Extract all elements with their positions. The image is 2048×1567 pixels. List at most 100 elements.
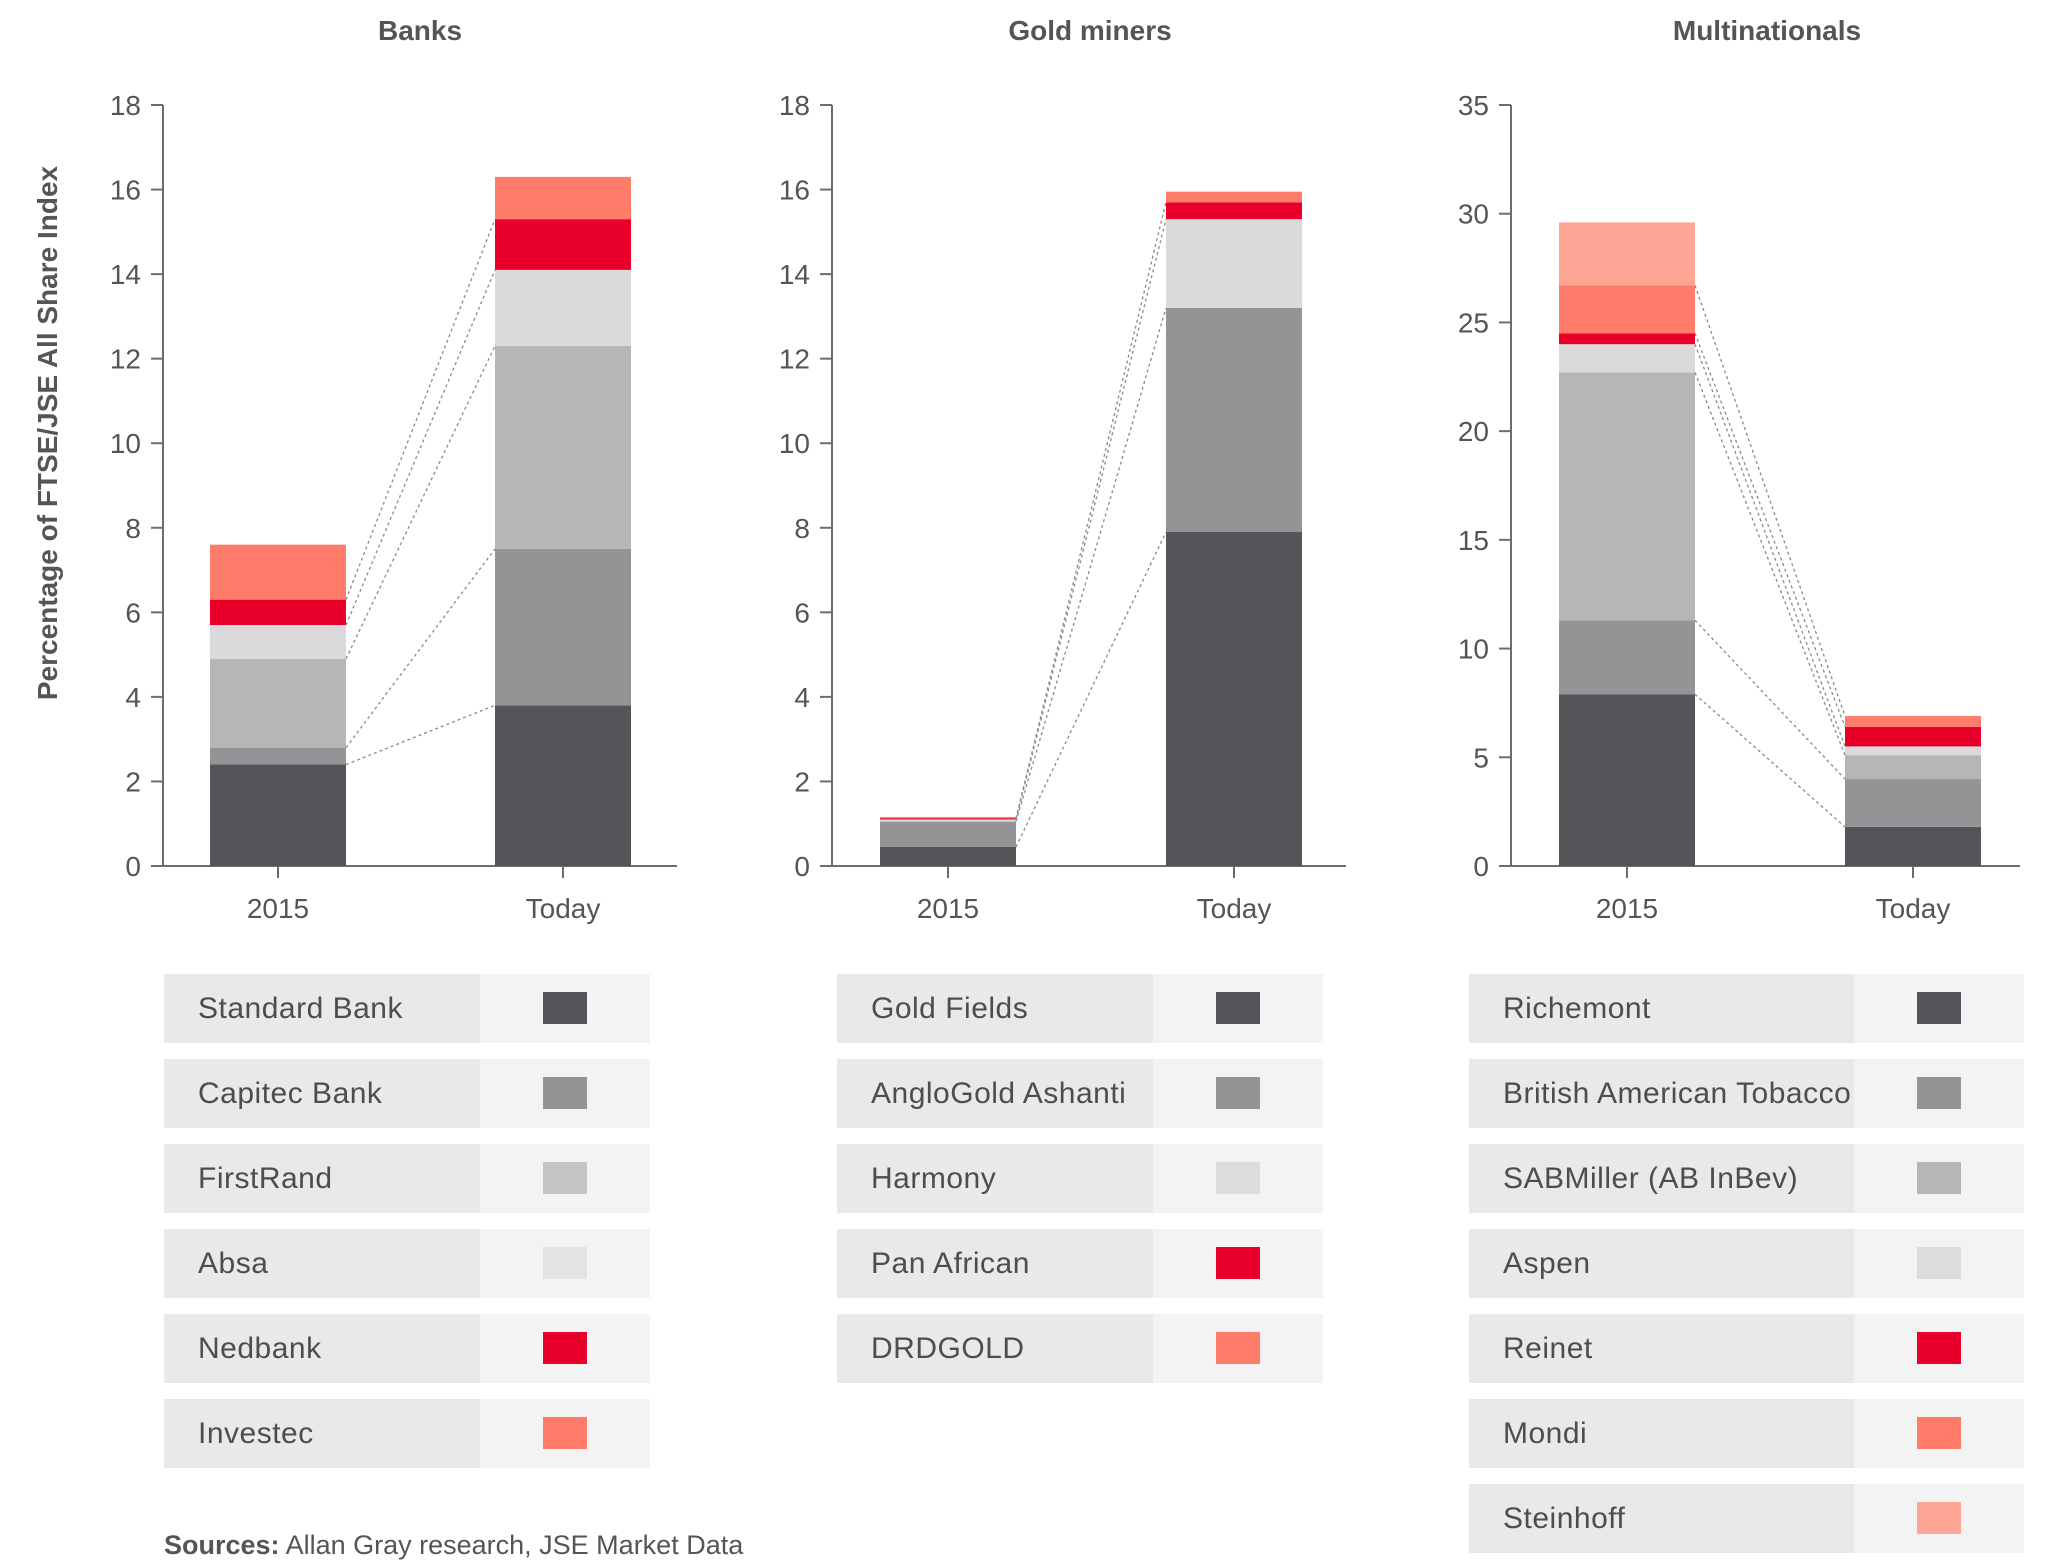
legend-item: Reinet [1469,1314,2024,1383]
legend-swatch-cell [480,1314,650,1383]
bar-segment-gold-miners-gold-fields-2015 [880,846,1016,866]
legend-swatch-cell [480,1144,650,1213]
legend-item: Richemont [1469,974,2024,1043]
legend-swatch [1917,1417,1961,1449]
bar-segment-multinationals-reinet-2015 [1559,333,1695,345]
y-tick-label-banks: 14 [110,259,141,290]
connector-line-multinationals [1694,343,1846,747]
legend-swatch [543,1247,587,1279]
legend-swatch [543,992,587,1024]
chart-title-banks: Banks [378,15,462,46]
y-tick-label-multinationals: 35 [1458,90,1489,121]
y-tick-label-gold-miners: 6 [794,597,810,628]
legend-label: Gold Fields [837,974,1153,1043]
connector-line-banks [345,548,496,749]
bar-segment-banks-capitec-bank-2015 [210,747,346,765]
source-text: Allan Gray research, JSE Market Data [285,1530,744,1560]
bar-segment-gold-miners-drdgold-2015 [880,816,1016,819]
legend-swatch [1216,1077,1260,1109]
legend-item: British American Tobacco [1469,1059,2024,1128]
y-axis-title: Percentage of FTSE/JSE All Share Index [32,165,63,700]
y-tick-label-multinationals: 0 [1473,851,1489,882]
bar-segment-multinationals-reinet-today [1845,726,1981,747]
legend-swatch-cell [1854,1059,2024,1128]
connector-line-gold-miners [1015,307,1167,822]
x-tick-label-banks: 2015 [247,893,309,924]
legend-item: DRDGOLD [837,1314,1323,1383]
legend-item: Aspen [1469,1229,2024,1298]
legend-label: Mondi [1469,1399,1854,1468]
x-tick-label-multinationals: Today [1876,893,1951,924]
legend-swatch-cell [1854,1484,2024,1553]
bar-segment-multinationals-sabmiller-ab-inbev-today [1845,755,1981,780]
charts-canvas: Percentage of FTSE/JSE All Share Index B… [32,15,2020,924]
connector-line-gold-miners [1015,202,1167,819]
legend-swatch-cell [1854,974,2024,1043]
x-tick-label-gold-miners: 2015 [917,893,979,924]
legend-swatch [543,1332,587,1364]
legend-item: Pan African [837,1229,1323,1298]
y-tick-label-banks: 4 [125,682,141,713]
y-tick-label-gold-miners: 16 [779,175,810,206]
legend-swatch-cell [1153,1059,1323,1128]
connector-line-multinationals [1694,372,1846,756]
bar-segment-multinationals-mondi-2015 [1559,285,1695,334]
legend-swatch-cell [1153,1144,1323,1213]
legend-swatch [1917,992,1961,1024]
bar-segment-banks-nedbank-2015 [210,599,346,626]
legend-item: FirstRand [164,1144,650,1213]
legend-swatch [543,1162,587,1194]
y-tick-label-multinationals: 15 [1458,525,1489,556]
bar-segment-gold-miners-pan-african-today [1166,202,1302,220]
y-tick-label-banks: 8 [125,513,141,544]
y-tick-label-banks: 18 [110,90,141,121]
y-tick-label-banks: 2 [125,766,141,797]
legend-swatch-cell [480,1229,650,1298]
y-tick-label-banks: 10 [110,428,141,459]
bar-segment-banks-investec-today [495,176,631,220]
legend-swatch [1917,1332,1961,1364]
legend-label: Nedbank [164,1314,480,1383]
legend-label: Richemont [1469,974,1854,1043]
legend-item: Investec [164,1399,650,1468]
legend-item: Steinhoff [1469,1484,2024,1553]
legend-swatch-cell [1854,1314,2024,1383]
legend-swatch [1216,1162,1260,1194]
bar-segment-banks-capitec-bank-today [495,548,631,706]
y-tick-label-banks: 0 [125,851,141,882]
y-tick-label-gold-miners: 10 [779,428,810,459]
legend-label: Absa [164,1229,480,1298]
legend-swatch [1917,1162,1961,1194]
legend-swatch [543,1077,587,1109]
connector-line-banks [345,704,496,766]
bar-segment-banks-absa-2015 [210,625,346,659]
y-tick-label-multinationals: 10 [1458,634,1489,665]
y-tick-label-banks: 6 [125,597,141,628]
legend-swatch [1216,1332,1260,1364]
chart-title-gold-miners: Gold miners [1008,15,1171,46]
y-tick-label-banks: 16 [110,175,141,206]
legend-swatch-cell [480,1399,650,1468]
legend-swatch-cell [1153,1229,1323,1298]
bar-segment-banks-standard-bank-today [495,705,631,866]
legend-label: Pan African [837,1229,1153,1298]
legend-label: AngloGold Ashanti [837,1059,1153,1128]
legend-label: FirstRand [164,1144,480,1213]
legend-swatch [1917,1502,1961,1534]
connector-line-gold-miners [1015,531,1167,848]
legend-swatch-cell [1854,1399,2024,1468]
connector-line-banks [345,218,496,600]
bar-segment-multinationals-british-american-tobacco-2015 [1559,620,1695,695]
legend-swatch [1216,992,1260,1024]
bar-segment-multinationals-aspen-today [1845,746,1981,756]
connector-line-multinationals [1694,619,1846,780]
source-label: Sources: [164,1530,280,1560]
bar-segment-banks-firstrand-today [495,345,631,549]
legend-swatch-cell [1854,1144,2024,1213]
y-tick-label-gold-miners: 2 [794,766,810,797]
legend-label: SABMiller (AB InBev) [1469,1144,1854,1213]
connector-line-banks [345,345,496,660]
legend-label: Investec [164,1399,480,1468]
legend-label: British American Tobacco [1469,1059,1854,1128]
bar-segment-multinationals-richemont-today [1845,826,1981,866]
